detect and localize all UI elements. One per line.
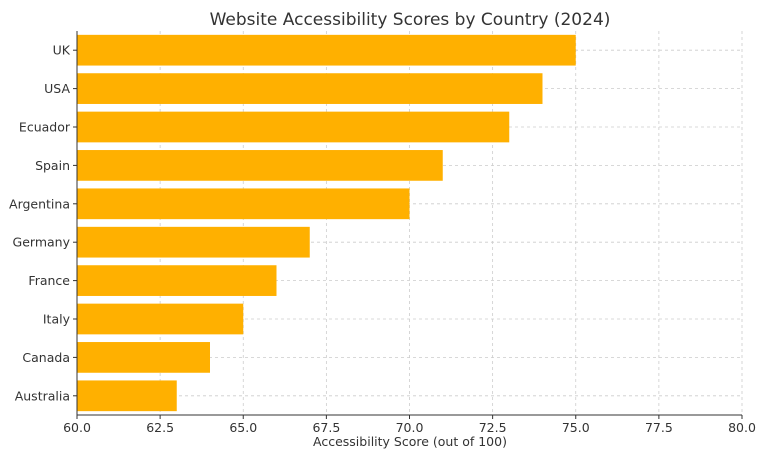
- x-tick-label: 80.0: [728, 420, 756, 435]
- x-tick-label: 62.5: [146, 420, 174, 435]
- y-tick-label: Canada: [22, 350, 70, 365]
- y-tick-label: Spain: [35, 158, 70, 173]
- y-tick-label: France: [28, 273, 70, 288]
- x-tick-label: 75.0: [562, 420, 590, 435]
- bar-ecuador: [77, 111, 510, 143]
- bar-germany: [77, 226, 310, 258]
- bar-france: [77, 265, 277, 296]
- bar-canada: [77, 342, 210, 373]
- x-tick-label: 67.5: [312, 420, 340, 435]
- y-tick-label: UK: [53, 43, 71, 58]
- y-tick-label: Germany: [13, 235, 71, 250]
- chart-title: Website Accessibility Scores by Country …: [210, 10, 611, 30]
- bar-italy: [77, 303, 244, 335]
- bar-spain: [77, 150, 443, 181]
- y-tick-labels: UK USA Ecuador Spain Argentina Germany France I…: [9, 43, 77, 403]
- x-tick-label: 70.0: [396, 420, 424, 435]
- x-tick-labels: 60.0 62.5 65.0 67.5 70.0 72.5 75.0 77.5 80.0: [63, 415, 756, 435]
- y-tick-label: Argentina: [9, 196, 70, 211]
- bars: [77, 34, 576, 412]
- x-tick-label: 65.0: [229, 420, 257, 435]
- x-tick-label: 72.5: [479, 420, 507, 435]
- y-tick-label: Italy: [43, 312, 71, 327]
- bar-argentina: [77, 188, 410, 220]
- bar-australia: [77, 380, 177, 412]
- x-tick-label: 60.0: [63, 420, 91, 435]
- y-tick-label: Australia: [15, 388, 70, 403]
- y-tick-label: Ecuador: [19, 120, 71, 135]
- bar-uk: [77, 34, 576, 66]
- bar-usa: [77, 73, 543, 104]
- x-tick-label: 77.5: [645, 420, 673, 435]
- x-axis-title: Accessibility Score (out of 100): [313, 434, 507, 449]
- y-tick-label: USA: [44, 81, 70, 96]
